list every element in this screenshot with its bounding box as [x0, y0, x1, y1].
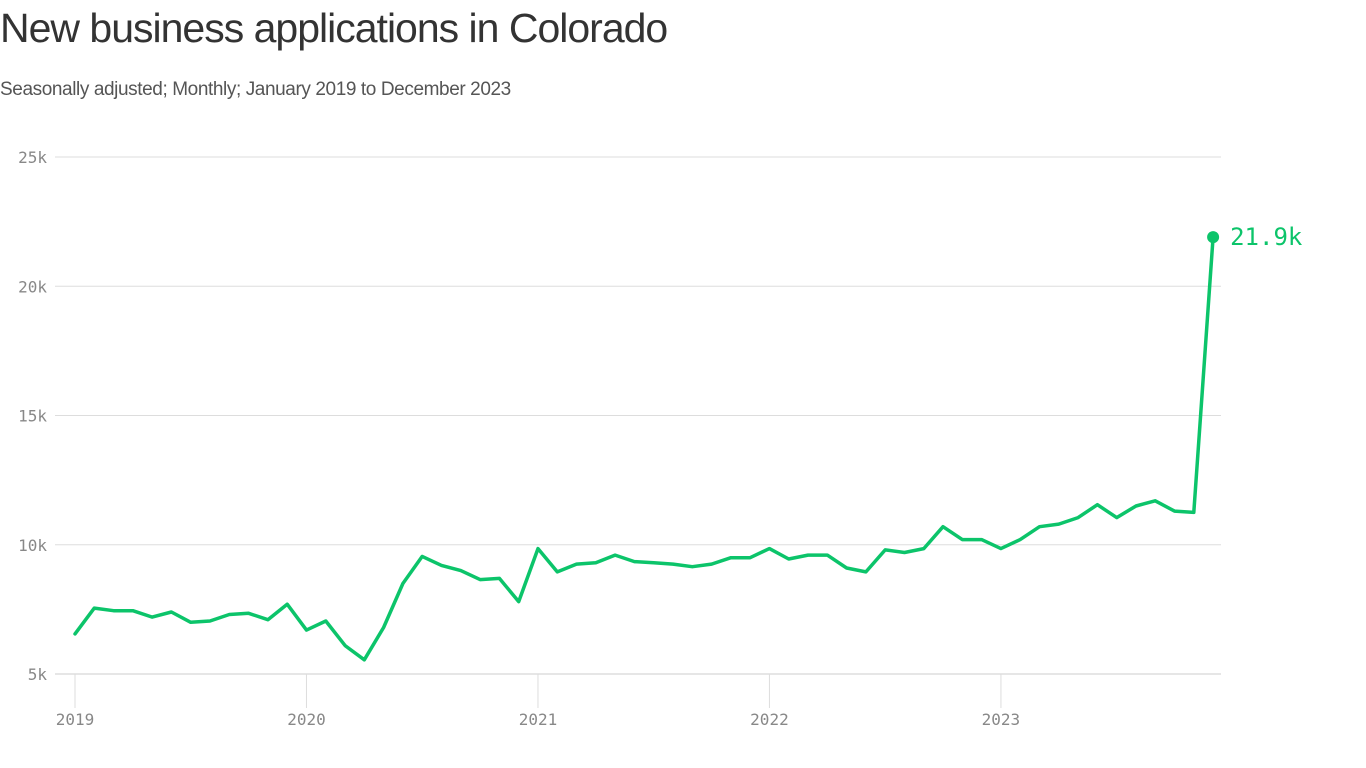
end-value-label: 21.9k — [1230, 223, 1303, 251]
x-tick-label: 2021 — [519, 710, 558, 729]
y-gridlines — [55, 156, 1221, 675]
y-tick-label: 5k — [28, 665, 48, 684]
y-tick-label: 20k — [18, 277, 47, 296]
x-tick-label: 2020 — [287, 710, 326, 729]
data-line — [73, 235, 1215, 662]
x-tick-label: 2022 — [750, 710, 789, 729]
chart-subtitle: Seasonally adjusted; Monthly; January 20… — [0, 79, 511, 100]
chart-title: New business applications in Colorado — [0, 5, 668, 51]
x-tick-label: 2023 — [982, 710, 1021, 729]
x-tick-label: 2019 — [56, 710, 95, 729]
y-tick-label: 15k — [18, 407, 47, 426]
y-tick-label: 25k — [18, 148, 47, 167]
end-point-marker — [1207, 231, 1220, 244]
y-tick-label: 10k — [18, 536, 47, 555]
y-axis: 5k 10k 15k 20k 25k — [18, 148, 47, 684]
x-axis: 2019 2020 2021 2022 2023 — [56, 674, 1020, 729]
